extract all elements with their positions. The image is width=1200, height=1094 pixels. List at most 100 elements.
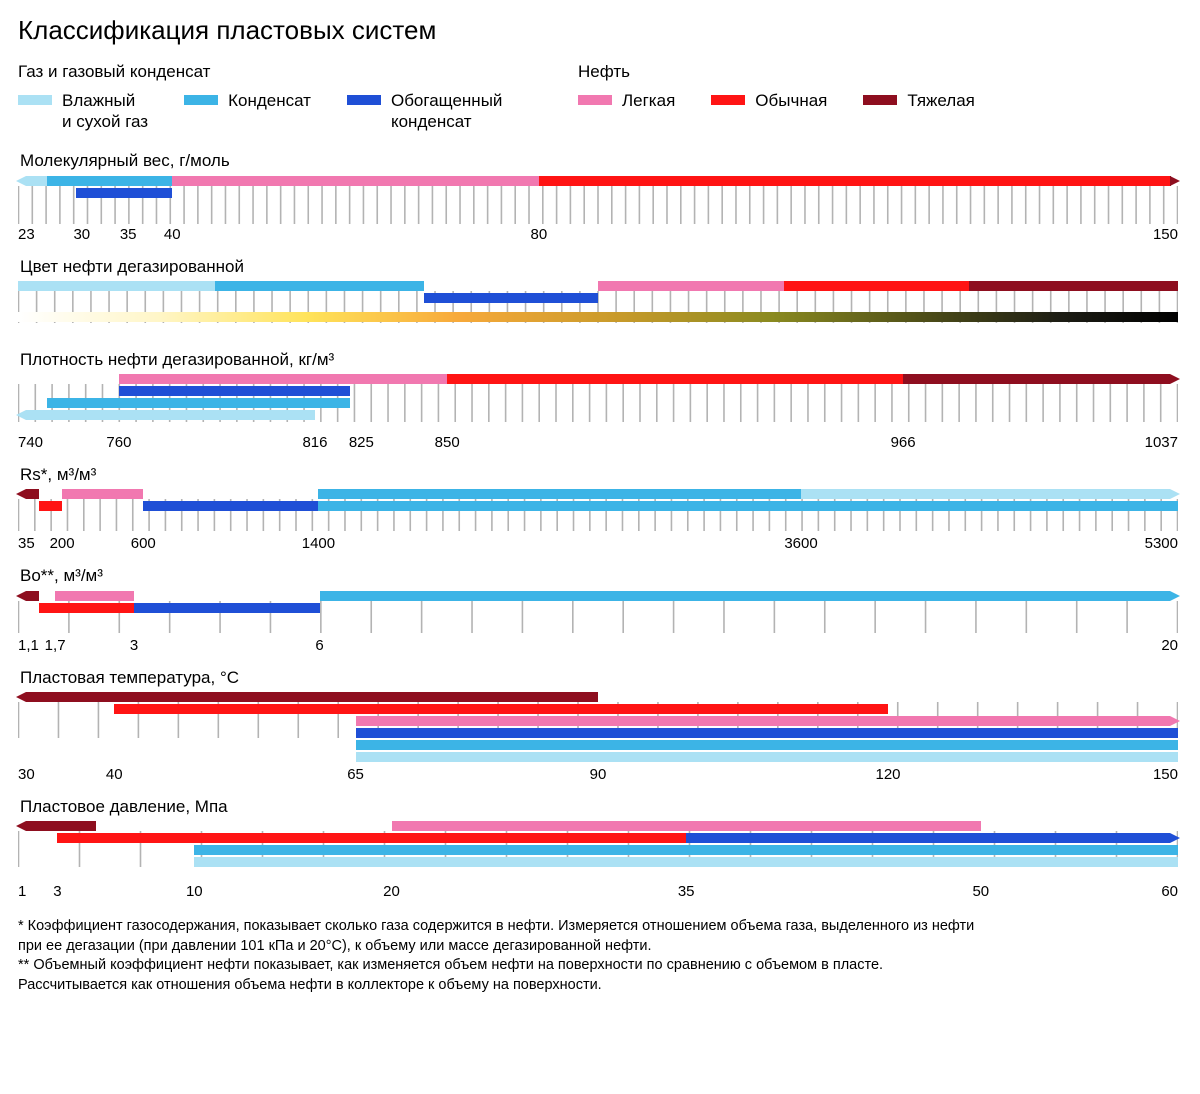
range-bar: [39, 501, 62, 511]
panel-rs: Rs*, м³/м³35200600140036005300: [18, 464, 1182, 555]
axis-label: 30: [73, 226, 90, 245]
legend: Газ и газовый конденсатВлажный и сухой г…: [18, 61, 1182, 141]
range-bar: [424, 293, 598, 303]
axis-label: 20: [1161, 637, 1178, 656]
range-bar: [62, 489, 143, 499]
panel-temperature: Пластовая температура, °C30406590120150: [18, 667, 1182, 786]
axis-label: 3: [130, 637, 138, 656]
axis-label: 150: [1153, 766, 1178, 785]
axis-label: 40: [164, 226, 181, 245]
range-bar: [215, 281, 424, 291]
range-bar: [172, 176, 539, 186]
range-bar: [55, 591, 134, 601]
axis-label: 1,1: [18, 637, 39, 656]
legend-swatch: [18, 95, 52, 105]
panel-title: Rs*, м³/м³: [20, 464, 1182, 485]
axis-label: 600: [131, 535, 156, 554]
axis-label: 1,7: [45, 637, 66, 656]
range-bar: [194, 845, 1178, 855]
axis-label: 23: [18, 226, 35, 245]
panel-title: Цвет нефти дегазированной: [20, 256, 1182, 277]
bar-arrow-right: [1170, 833, 1180, 843]
range-bar: [969, 281, 1178, 291]
legend-swatch: [184, 95, 218, 105]
axis-label: 50: [972, 883, 989, 902]
range-bar: [143, 501, 318, 511]
legend-item: Тяжелая: [863, 90, 974, 111]
axis-label: 35: [120, 226, 137, 245]
bar-arrow-left: [16, 176, 26, 186]
legend-label: Легкая: [622, 90, 675, 111]
panel-title: Пластовое давление, Мпа: [20, 796, 1182, 817]
range-bar: [119, 386, 350, 396]
bar-arrow-left: [16, 410, 26, 420]
axis-label: 760: [106, 434, 131, 453]
range-bar: [447, 374, 903, 384]
range-bar: [320, 591, 1170, 601]
range-bar: [18, 281, 215, 291]
range-bar: [903, 374, 1170, 384]
range-bar: [598, 281, 784, 291]
axis-label: 35: [18, 535, 35, 554]
panel-title: Молекулярный вес, г/моль: [20, 150, 1182, 171]
legend-swatch: [711, 95, 745, 105]
axis-label: 30: [18, 766, 35, 785]
range-bar: [356, 716, 1170, 726]
range-bar: [114, 704, 888, 714]
range-bar: [26, 692, 598, 702]
axis-label: 850: [435, 434, 460, 453]
range-bar: [356, 728, 1178, 738]
panel-title: Плотность нефти дегазированной, кг/м³: [20, 349, 1182, 370]
axis-label: 10: [186, 883, 203, 902]
legend-label: Обогащенный конденсат: [391, 90, 502, 133]
range-bar: [57, 833, 686, 843]
panel-mol_weight: Молекулярный вес, г/моль2330354080150: [18, 150, 1182, 245]
range-bar: [47, 176, 172, 186]
bar-arrow-right: [1170, 591, 1180, 601]
range-bar: [26, 591, 39, 601]
axis-label: 3: [53, 883, 61, 902]
range-bar: [119, 374, 447, 384]
panel-title: Пластовая температура, °C: [20, 667, 1182, 688]
axis-label: 966: [891, 434, 916, 453]
legend-item: Влажный и сухой газ: [18, 90, 148, 133]
axis-label: 6: [315, 637, 323, 656]
range-bar: [26, 489, 39, 499]
bar-arrow-right: [1170, 374, 1180, 384]
range-bar: [539, 176, 1170, 186]
bar-arrow-right: [1170, 489, 1180, 499]
axis-label: 35: [678, 883, 695, 902]
range-bar: [39, 603, 134, 613]
page-title: Классификация пластовых систем: [18, 14, 1182, 47]
panel-oil_color: Цвет нефти дегазированной: [18, 256, 1182, 339]
range-bar: [356, 740, 1178, 750]
bar-arrow-right: [1170, 176, 1180, 186]
legend-swatch: [578, 95, 612, 105]
bar-arrow-left: [16, 821, 26, 831]
axis-label: 40: [106, 766, 123, 785]
footnote-line: * Коэффициент газосодержания, показывает…: [18, 917, 1182, 937]
bar-arrow-left: [16, 489, 26, 499]
axis-label: 200: [50, 535, 75, 554]
axis-label: 1400: [302, 535, 335, 554]
axis-label: 5300: [1145, 535, 1178, 554]
panel-title: Bo**, м³/м³: [20, 565, 1182, 586]
axis-label: 150: [1153, 226, 1178, 245]
legend-label: Обычная: [755, 90, 827, 111]
range-bar: [392, 821, 981, 831]
legend-swatch: [347, 95, 381, 105]
color-gradient-strip: [18, 312, 1178, 322]
axis-label: 1037: [1145, 434, 1178, 453]
bar-arrow-right: [1170, 716, 1180, 726]
footnotes: * Коэффициент газосодержания, показывает…: [18, 917, 1182, 995]
range-bar: [26, 176, 47, 186]
footnote-line: при ее дегазации (при давлении 101 кПа и…: [18, 937, 1182, 957]
axis-label: 740: [18, 434, 43, 453]
footnote-line: ** Объемный коэффициент нефти показывает…: [18, 956, 1182, 976]
range-bar: [356, 752, 1178, 762]
range-bar: [47, 398, 350, 408]
range-bar: [194, 857, 1178, 867]
panel-bo: Bo**, м³/м³ 1,1 1,7 3 6 20: [18, 565, 1182, 656]
axis-label: 816: [302, 434, 327, 453]
legend-label: Влажный и сухой газ: [62, 90, 148, 133]
